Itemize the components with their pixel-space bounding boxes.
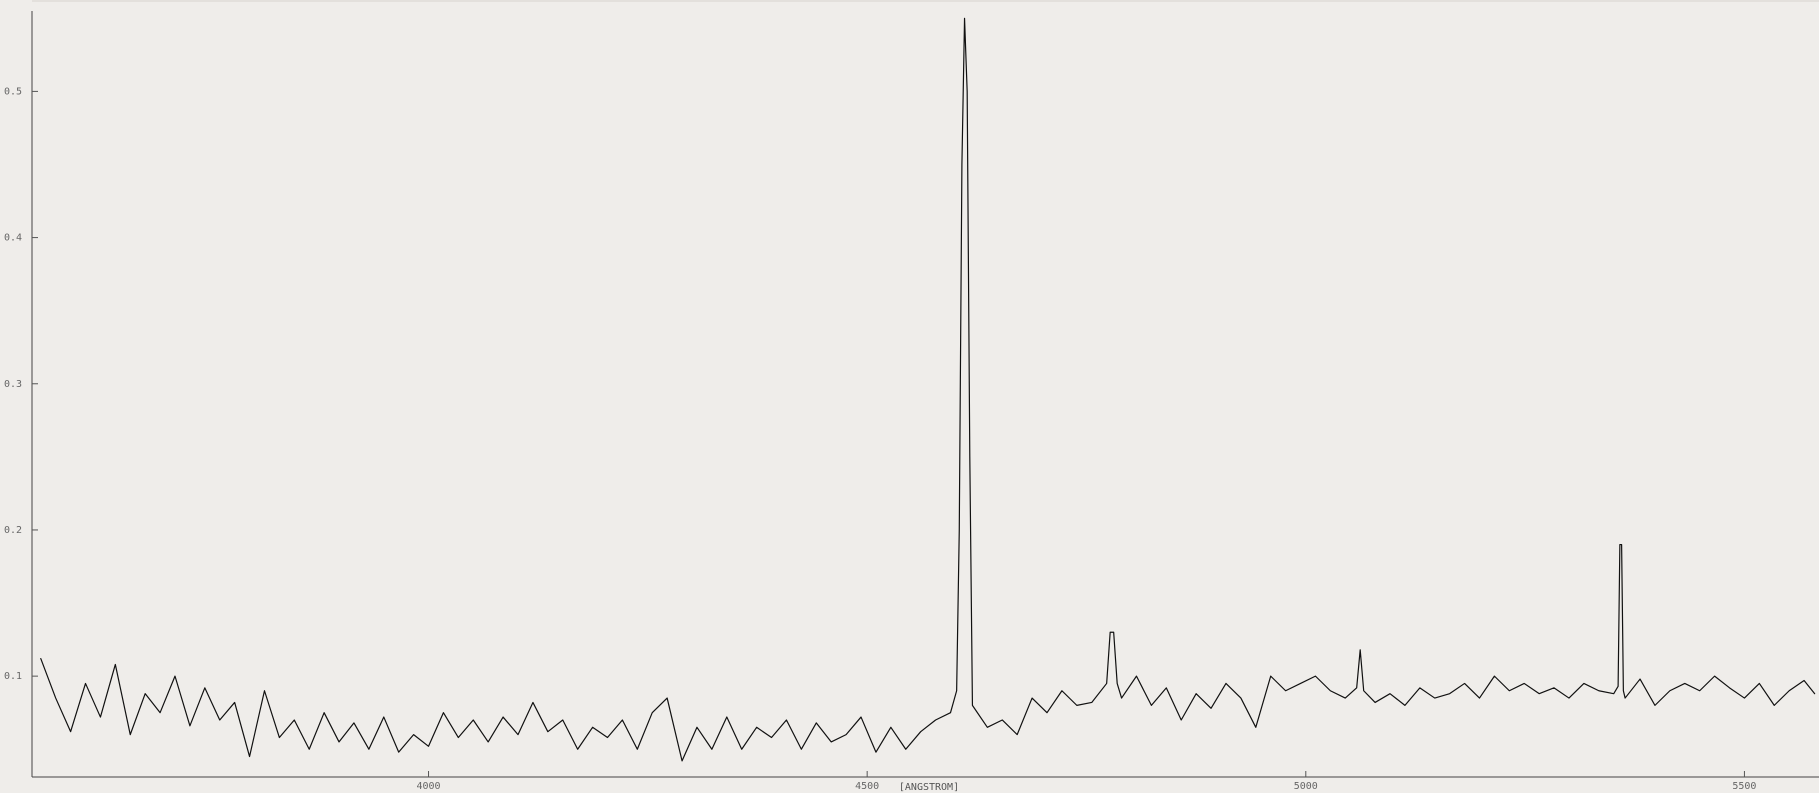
y-tick-label: 0.4 (4, 233, 22, 244)
y-tick-label: 0.3 (4, 379, 22, 390)
y-tick-label: 0.5 (4, 86, 22, 97)
spectrum-line (40, 17, 1816, 762)
x-tick-label: 4500 (855, 781, 879, 792)
x-tick-label: 5500 (1732, 781, 1756, 792)
x-axis-label: [ANGSTROM] (899, 782, 959, 793)
x-tick-label: 4000 (416, 781, 440, 792)
y-tick-label: 0.1 (4, 671, 22, 682)
x-axis-ticks: 4000 4500 5000 5500 (416, 771, 1756, 792)
plot-background (32, 11, 1819, 777)
y-axis-ticks: 0.1 0.2 0.3 0.4 0.5 (4, 86, 38, 682)
y-tick-label: 0.2 (4, 525, 22, 536)
x-tick-label: 5000 (1294, 781, 1318, 792)
